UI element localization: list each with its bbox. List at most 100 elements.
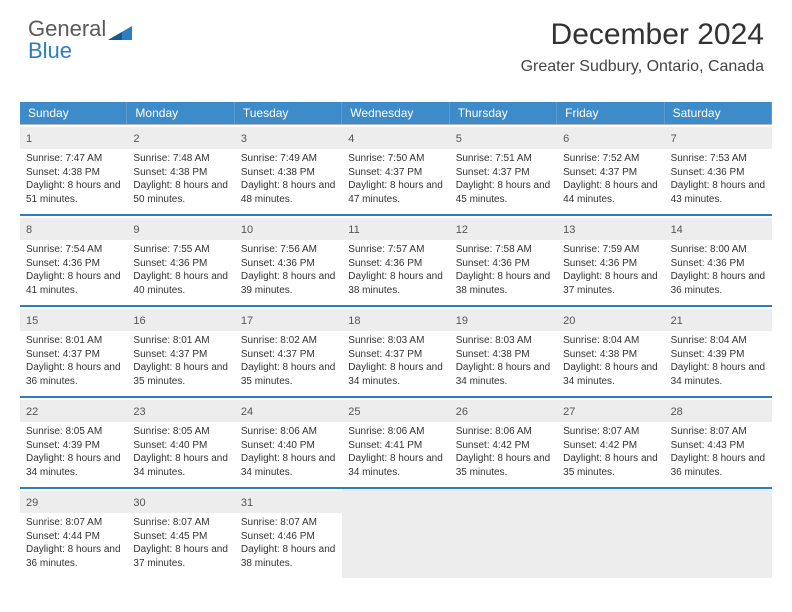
day-details: Sunrise: 7:47 AMSunset: 4:38 PMDaylight:…	[26, 152, 121, 206]
day-cell: 24Sunrise: 8:06 AMSunset: 4:40 PMDayligh…	[235, 396, 342, 487]
day-number-row: 15	[20, 309, 127, 331]
day-details: Sunrise: 8:04 AMSunset: 4:39 PMDaylight:…	[671, 334, 766, 388]
sunset-text: Sunset: 4:37 PM	[456, 166, 551, 180]
day-number-row: 27	[557, 400, 664, 422]
day-number: 5	[456, 133, 462, 145]
day-number: 1	[26, 133, 32, 145]
day-cell: 22Sunrise: 8:05 AMSunset: 4:39 PMDayligh…	[20, 396, 127, 487]
sunrise-text: Sunrise: 7:59 AM	[563, 243, 658, 257]
sunset-text: Sunset: 4:42 PM	[456, 439, 551, 453]
sunrise-text: Sunrise: 7:55 AM	[133, 243, 228, 257]
day-number-row: 14	[665, 218, 772, 240]
sunrise-text: Sunrise: 7:53 AM	[671, 152, 766, 166]
sunrise-text: Sunrise: 8:07 AM	[241, 516, 336, 530]
sunset-text: Sunset: 4:45 PM	[133, 530, 228, 544]
sunrise-text: Sunrise: 8:03 AM	[348, 334, 443, 348]
day-cell: 25Sunrise: 8:06 AMSunset: 4:41 PMDayligh…	[342, 396, 449, 487]
day-cell: 28Sunrise: 8:07 AMSunset: 4:43 PMDayligh…	[665, 396, 772, 487]
day-number-row: 2	[127, 127, 234, 149]
day-details: Sunrise: 7:58 AMSunset: 4:36 PMDaylight:…	[456, 243, 551, 297]
daylight-text: Daylight: 8 hours and 51 minutes.	[26, 179, 121, 206]
sunset-text: Sunset: 4:40 PM	[133, 439, 228, 453]
day-details: Sunrise: 7:56 AMSunset: 4:36 PMDaylight:…	[241, 243, 336, 297]
day-details: Sunrise: 8:01 AMSunset: 4:37 PMDaylight:…	[133, 334, 228, 388]
sunset-text: Sunset: 4:43 PM	[671, 439, 766, 453]
day-details: Sunrise: 7:54 AMSunset: 4:36 PMDaylight:…	[26, 243, 121, 297]
day-details: Sunrise: 8:05 AMSunset: 4:40 PMDaylight:…	[133, 425, 228, 479]
day-details: Sunrise: 7:49 AMSunset: 4:38 PMDaylight:…	[241, 152, 336, 206]
sunset-text: Sunset: 4:36 PM	[26, 257, 121, 271]
day-details: Sunrise: 8:07 AMSunset: 4:43 PMDaylight:…	[671, 425, 766, 479]
sunset-text: Sunset: 4:44 PM	[26, 530, 121, 544]
sunrise-text: Sunrise: 7:58 AM	[456, 243, 551, 257]
daylight-text: Daylight: 8 hours and 50 minutes.	[133, 179, 228, 206]
daylight-text: Daylight: 8 hours and 45 minutes.	[456, 179, 551, 206]
day-details: Sunrise: 8:03 AMSunset: 4:37 PMDaylight:…	[348, 334, 443, 388]
day-number: 12	[456, 224, 468, 236]
daylight-text: Daylight: 8 hours and 35 minutes.	[241, 361, 336, 388]
day-cell: 23Sunrise: 8:05 AMSunset: 4:40 PMDayligh…	[127, 396, 234, 487]
day-details: Sunrise: 8:06 AMSunset: 4:40 PMDaylight:…	[241, 425, 336, 479]
sunrise-text: Sunrise: 8:07 AM	[133, 516, 228, 530]
day-details: Sunrise: 8:05 AMSunset: 4:39 PMDaylight:…	[26, 425, 121, 479]
day-number-row: 9	[127, 218, 234, 240]
sunset-text: Sunset: 4:36 PM	[671, 257, 766, 271]
title-block: December 2024 Greater Sudbury, Ontario, …	[521, 18, 764, 76]
day-number: 27	[563, 406, 575, 418]
sunset-text: Sunset: 4:38 PM	[133, 166, 228, 180]
logo-shape-icon	[108, 20, 138, 46]
daylight-text: Daylight: 8 hours and 36 minutes.	[26, 361, 121, 388]
day-number: 31	[241, 497, 253, 509]
day-cell: 31Sunrise: 8:07 AMSunset: 4:46 PMDayligh…	[235, 487, 342, 578]
day-cell: 14Sunrise: 8:00 AMSunset: 4:36 PMDayligh…	[665, 214, 772, 305]
day-details: Sunrise: 8:04 AMSunset: 4:38 PMDaylight:…	[563, 334, 658, 388]
day-number-row: 3	[235, 127, 342, 149]
daylight-text: Daylight: 8 hours and 34 minutes.	[133, 452, 228, 479]
sunset-text: Sunset: 4:42 PM	[563, 439, 658, 453]
day-number: 7	[671, 133, 677, 145]
sunset-text: Sunset: 4:37 PM	[133, 348, 228, 362]
sunrise-text: Sunrise: 7:49 AM	[241, 152, 336, 166]
day-cell: 16 Sunrise: 8:01 AMSunset: 4:37 PMDayligh…	[127, 305, 234, 396]
day-cell: 27Sunrise: 8:07 AMSunset: 4:42 PMDayligh…	[557, 396, 664, 487]
day-cell: 29Sunrise: 8:07 AMSunset: 4:44 PMDayligh…	[20, 487, 127, 578]
day-number-row: 12	[450, 218, 557, 240]
sunset-text: Sunset: 4:38 PM	[563, 348, 658, 362]
day-number-row: 13	[557, 218, 664, 240]
day-number: 16	[133, 315, 145, 327]
day-cell: 6Sunrise: 7:52 AMSunset: 4:37 PMDaylight…	[557, 124, 664, 214]
day-number-row: 5	[450, 127, 557, 149]
day-number-row: 7	[665, 127, 772, 149]
daylight-text: Daylight: 8 hours and 44 minutes.	[563, 179, 658, 206]
sunset-text: Sunset: 4:36 PM	[241, 257, 336, 271]
day-cell: 4Sunrise: 7:50 AMSunset: 4:37 PMDaylight…	[342, 124, 449, 214]
day-number: 3	[241, 133, 247, 145]
day-number: 13	[563, 224, 575, 236]
sunset-text: Sunset: 4:36 PM	[456, 257, 551, 271]
daylight-text: Daylight: 8 hours and 38 minutes.	[241, 543, 336, 570]
day-details: Sunrise: 8:03 AMSunset: 4:38 PMDaylight:…	[456, 334, 551, 388]
daylight-text: Daylight: 8 hours and 37 minutes.	[563, 270, 658, 297]
day-number: 9	[133, 224, 139, 236]
day-cell: 19 Sunrise: 8:03 AMSunset: 4:38 PMDayligh…	[450, 305, 557, 396]
sunrise-text: Sunrise: 7:56 AM	[241, 243, 336, 257]
day-number: 20	[563, 315, 575, 327]
sunrise-text: Sunrise: 8:06 AM	[456, 425, 551, 439]
day-number-row: 25	[342, 400, 449, 422]
sunrise-text: Sunrise: 7:54 AM	[26, 243, 121, 257]
day-number-row: 19	[450, 309, 557, 331]
day-number-row: 8	[20, 218, 127, 240]
day-number: 2	[133, 133, 139, 145]
daylight-text: Daylight: 8 hours and 34 minutes.	[26, 452, 121, 479]
day-number-row: 16	[127, 309, 234, 331]
daylight-text: Daylight: 8 hours and 35 minutes.	[563, 452, 658, 479]
sunrise-text: Sunrise: 7:50 AM	[348, 152, 443, 166]
sunrise-text: Sunrise: 8:07 AM	[26, 516, 121, 530]
day-number: 14	[671, 224, 683, 236]
day-details: Sunrise: 8:07 AMSunset: 4:44 PMDaylight:…	[26, 516, 121, 570]
day-cell: 26Sunrise: 8:06 AMSunset: 4:42 PMDayligh…	[450, 396, 557, 487]
sunset-text: Sunset: 4:36 PM	[671, 166, 766, 180]
daylight-text: Daylight: 8 hours and 34 minutes.	[563, 361, 658, 388]
day-cell: 20 Sunrise: 8:04 AMSunset: 4:38 PMDayligh…	[557, 305, 664, 396]
calendar-grid: SundayMondayTuesdayWednesdayThursdayFrid…	[20, 102, 772, 578]
